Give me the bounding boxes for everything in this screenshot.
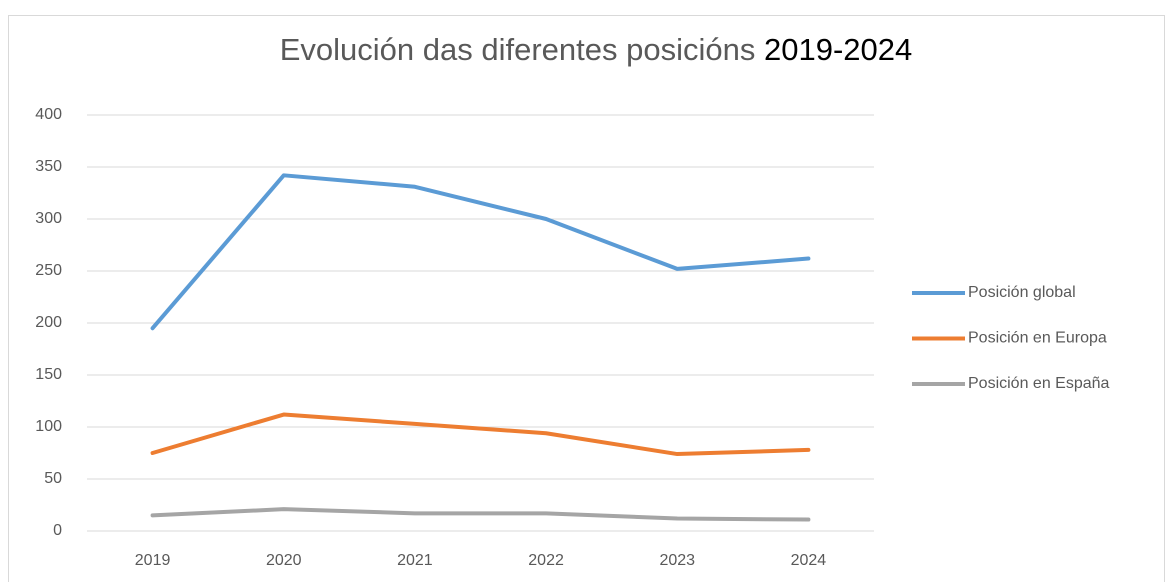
y-tick-label: 400 [35, 106, 62, 123]
title-years: 2019-2024 [764, 32, 912, 67]
y-tick-label: 100 [35, 418, 62, 435]
x-tick-label: 2024 [791, 552, 827, 569]
chart-title: Evolución das diferentes posicións 2019-… [280, 32, 913, 67]
y-tick-label: 200 [35, 314, 62, 331]
x-tick-label: 2022 [528, 552, 564, 569]
x-tick-label: 2019 [135, 552, 171, 569]
y-tick-label: 250 [35, 262, 62, 279]
series-line [150, 173, 811, 331]
y-tick-label: 300 [35, 210, 62, 227]
y-tick-label: 150 [35, 366, 62, 383]
title-text: Evolución das diferentes posicións [280, 32, 756, 67]
x-tick-label: 2021 [397, 552, 433, 569]
y-tick-label: 0 [53, 522, 62, 539]
x-tick-label: 2020 [266, 552, 302, 569]
legend-label: Posición en Europa [968, 330, 1107, 347]
legend-label: Posición global [968, 284, 1076, 301]
y-tick-label: 350 [35, 158, 62, 175]
series-line [150, 412, 811, 457]
y-tick-label: 50 [44, 470, 62, 487]
legend-label: Posición en España [968, 375, 1110, 392]
x-tick-label: 2023 [659, 552, 695, 569]
chart-frame [8, 15, 1165, 582]
series-line [150, 507, 811, 522]
